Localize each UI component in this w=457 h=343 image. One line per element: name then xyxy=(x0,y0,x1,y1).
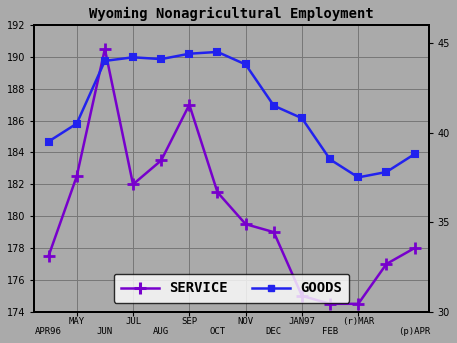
Legend: SERVICE, GOODS: SERVICE, GOODS xyxy=(114,274,349,303)
Title: Wyoming Nonagricultural Employment: Wyoming Nonagricultural Employment xyxy=(89,7,374,21)
